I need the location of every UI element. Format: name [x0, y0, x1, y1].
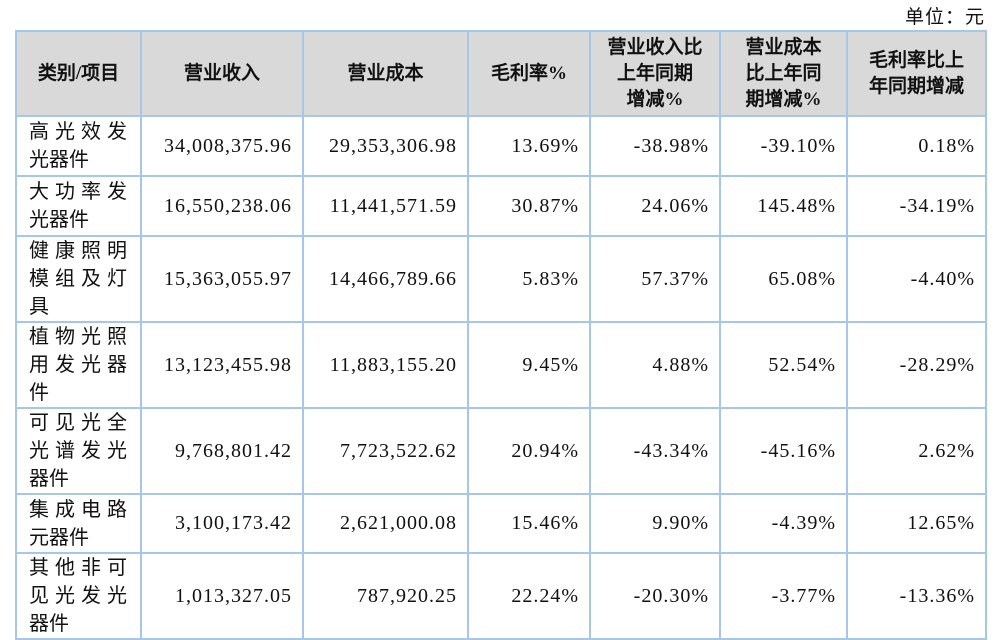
- cost-yoy-cell: 145.48%: [719, 175, 848, 237]
- revenue-yoy-cell: 57.37%: [589, 235, 721, 323]
- table-row: 其他非可见光发光器件 1,013,327.05 787,920.25 22.24…: [15, 552, 987, 640]
- cost-yoy-cell: 52.54%: [719, 321, 848, 409]
- header-revenue: 营业收入: [140, 30, 304, 117]
- table-row: 大功率发光器件 16,550,238.06 11,441,571.59 30.8…: [15, 175, 987, 237]
- margin-yoy-cell: -28.29%: [846, 321, 987, 409]
- cost-yoy-cell: -45.16%: [719, 407, 848, 495]
- margin-yoy-cell: -4.40%: [846, 235, 987, 323]
- revenue-cell: 9,768,801.42: [140, 407, 304, 495]
- revenue-yoy-cell: 4.88%: [589, 321, 721, 409]
- cost-yoy-cell: -39.10%: [719, 115, 848, 177]
- margin-yoy-cell: 12.65%: [846, 493, 987, 554]
- header-margin: 毛利率%: [467, 30, 591, 117]
- margin-yoy-cell: -34.19%: [846, 175, 987, 237]
- table-row: 集成电路元器件 3,100,173.42 2,621,000.08 15.46%…: [15, 493, 987, 554]
- revenue-cell: 15,363,055.97: [140, 235, 304, 323]
- category-cell: 其他非可见光发光器件: [15, 552, 142, 640]
- revenue-yoy-cell: -43.34%: [589, 407, 721, 495]
- revenue-cell: 34,008,375.96: [140, 115, 304, 177]
- header-cost-yoy: 营业成本 比上年同 期增减%: [719, 30, 848, 117]
- margin-cell: 30.87%: [467, 175, 591, 237]
- revenue-yoy-cell: 9.90%: [589, 493, 721, 554]
- table-row: 可见光全光谱发光器件 9,768,801.42 7,723,522.62 20.…: [15, 407, 987, 495]
- cost-cell: 2,621,000.08: [302, 493, 469, 554]
- margin-cell: 22.24%: [467, 552, 591, 640]
- category-cell: 集成电路元器件: [15, 493, 142, 554]
- revenue-cell: 13,123,455.98: [140, 321, 304, 409]
- revenue-cell: 1,013,327.05: [140, 552, 304, 640]
- cost-yoy-cell: -3.77%: [719, 552, 848, 640]
- margin-yoy-cell: -13.36%: [846, 552, 987, 640]
- header-category: 类别/项目: [15, 30, 142, 117]
- cost-cell: 11,441,571.59: [302, 175, 469, 237]
- category-cell: 可见光全光谱发光器件: [15, 407, 142, 495]
- cost-yoy-cell: 65.08%: [719, 235, 848, 323]
- table-row: 健康照明模组及灯具 15,363,055.97 14,466,789.66 5.…: [15, 235, 987, 323]
- revenue-yoy-cell: -20.30%: [589, 552, 721, 640]
- revenue-cell: 16,550,238.06: [140, 175, 304, 237]
- cost-cell: 7,723,522.62: [302, 407, 469, 495]
- margin-yoy-cell: 2.62%: [846, 407, 987, 495]
- cost-cell: 11,883,155.20: [302, 321, 469, 409]
- cost-cell: 14,466,789.66: [302, 235, 469, 323]
- margin-cell: 13.69%: [467, 115, 591, 177]
- header-revenue-yoy: 营业收入比 上年同期 增减%: [589, 30, 721, 117]
- margin-cell: 20.94%: [467, 407, 591, 495]
- header-cost: 营业成本: [302, 30, 469, 117]
- margin-cell: 15.46%: [467, 493, 591, 554]
- margin-cell: 9.45%: [467, 321, 591, 409]
- financial-table: 类别/项目 营业收入 营业成本 毛利率% 营业收入比 上年同期 增减% 营业成本…: [15, 30, 987, 640]
- cost-yoy-cell: -4.39%: [719, 493, 848, 554]
- category-cell: 大功率发光器件: [15, 175, 142, 237]
- category-cell: 高光效发光器件: [15, 115, 142, 177]
- revenue-cell: 3,100,173.42: [140, 493, 304, 554]
- margin-yoy-cell: 0.18%: [846, 115, 987, 177]
- unit-label: 单位：元: [904, 7, 985, 28]
- table-row: 植物光照用发光器件 13,123,455.98 11,883,155.20 9.…: [15, 321, 987, 409]
- category-cell: 健康照明模组及灯具: [15, 235, 142, 323]
- header-margin-yoy: 毛利率比上 年同期增减: [846, 30, 987, 117]
- margin-cell: 5.83%: [467, 235, 591, 323]
- revenue-yoy-cell: -38.98%: [589, 115, 721, 177]
- table-header-row: 类别/项目 营业收入 营业成本 毛利率% 营业收入比 上年同期 增减% 营业成本…: [15, 30, 987, 117]
- category-cell: 植物光照用发光器件: [15, 321, 142, 409]
- table-row: 高光效发光器件 34,008,375.96 29,353,306.98 13.6…: [15, 115, 987, 177]
- cost-cell: 787,920.25: [302, 552, 469, 640]
- cost-cell: 29,353,306.98: [302, 115, 469, 177]
- revenue-yoy-cell: 24.06%: [589, 175, 721, 237]
